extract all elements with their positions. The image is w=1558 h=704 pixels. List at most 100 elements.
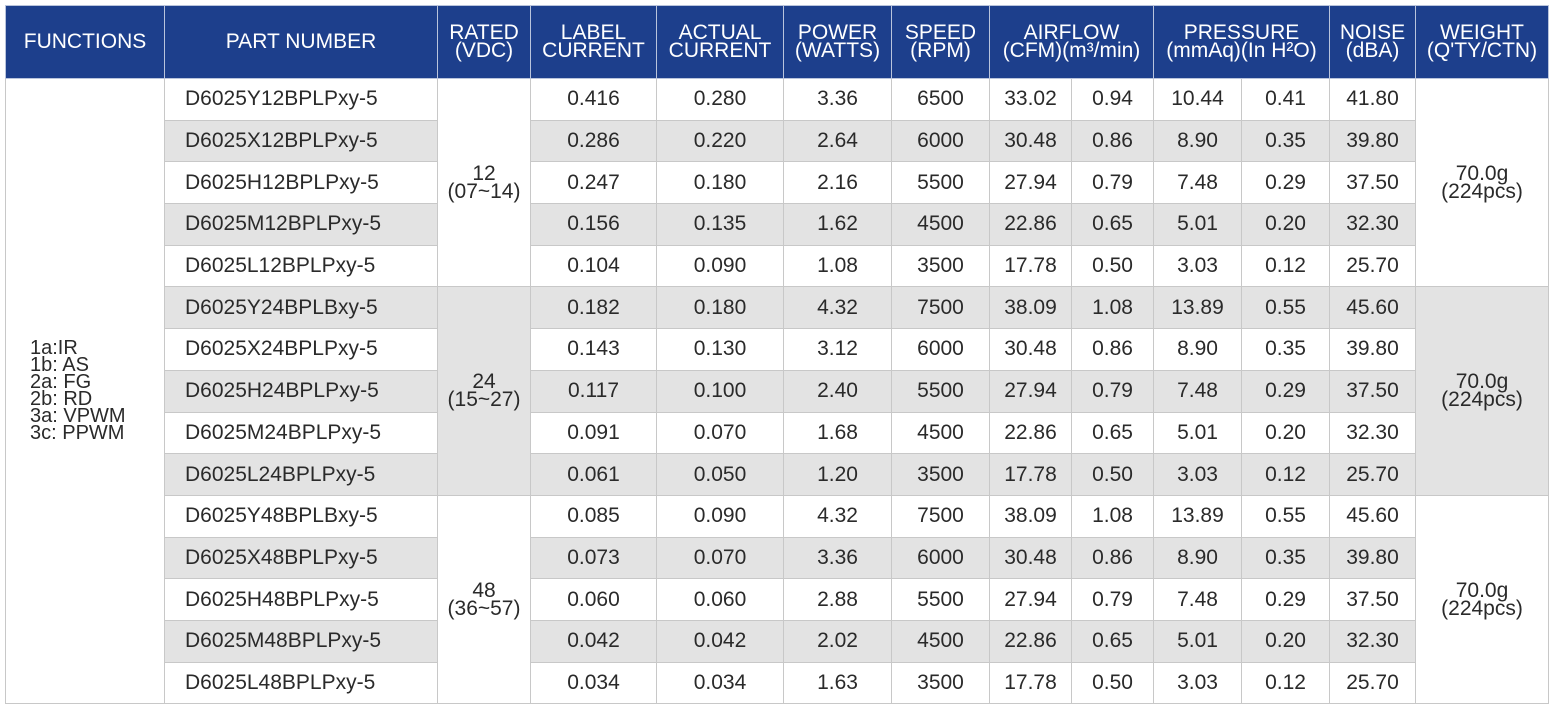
noise: 37.50 [1329, 369, 1416, 413]
pressure-inh2o: 0.35 [1241, 536, 1330, 580]
weight-cell: 70.0g (224pcs) [1415, 77, 1549, 288]
label-current: 0.042 [530, 619, 657, 663]
noise: 37.50 [1329, 578, 1416, 621]
table-row: D6025Y48BPLBxy-5 48 (36~57) 0.085 0.090 4… [6, 494, 1549, 704]
part-number: D6025X24BPLPxy-5 [164, 328, 438, 371]
speed: 3500 [891, 244, 990, 288]
noise: 37.50 [1329, 161, 1416, 205]
airflow-cfm: 38.09 [989, 494, 1072, 538]
header-rated: RATED (VDC) [437, 5, 531, 79]
part-number: D6025X12BPLPxy-5 [164, 119, 438, 163]
header-row: FUNCTIONS PART NUMBER RATED (VDC) LABEL CU… [5, 5, 1549, 79]
actual-current: 0.280 [656, 78, 784, 121]
pressure-mmaq: 5.01 [1153, 411, 1242, 455]
part-number: D6025L48BPLPxy-5 [164, 661, 438, 704]
airflow-m3min: 1.08 [1071, 494, 1154, 538]
airflow-cfm: 17.78 [989, 453, 1072, 496]
actual-current: 0.060 [656, 578, 784, 621]
airflow-m3min: 0.50 [1071, 244, 1154, 288]
power: 2.16 [783, 161, 892, 205]
noise: 45.60 [1329, 494, 1416, 538]
part-number: D6025M48BPLPxy-5 [164, 619, 438, 663]
airflow-m3min: 0.50 [1071, 453, 1154, 496]
airflow-cfm: 27.94 [989, 161, 1072, 205]
power: 1.08 [783, 244, 892, 288]
pressure-mmaq: 7.48 [1153, 369, 1242, 413]
table-row: D6025M12BPLPxy-5 0.156 0.135 1.62 4500 2… [6, 203, 1549, 246]
speed: 4500 [891, 619, 990, 663]
header-power: POWER (WATTS) [783, 5, 892, 79]
airflow-cfm: 17.78 [989, 661, 1072, 704]
actual-current: 0.034 [656, 661, 784, 704]
pressure-mmaq: 8.90 [1153, 119, 1242, 163]
airflow-cfm: 27.94 [989, 369, 1072, 413]
pressure-mmaq: 5.01 [1153, 619, 1242, 663]
pressure-inh2o: 0.20 [1241, 619, 1330, 663]
header-label-current: LABEL CURRENT [530, 5, 657, 79]
label-current: 0.061 [530, 453, 657, 496]
airflow-cfm: 38.09 [989, 286, 1072, 330]
actual-current: 0.070 [656, 411, 784, 455]
airflow-m3min: 0.86 [1071, 328, 1154, 371]
label-current: 0.091 [530, 411, 657, 455]
table-row: D6025Y24BPLBxy-5 24 (15~27) 0.182 0.180 4… [6, 286, 1549, 496]
pressure-mmaq: 7.48 [1153, 578, 1242, 621]
part-number: D6025Y48BPLBxy-5 [164, 494, 438, 538]
part-number: D6025X48BPLPxy-5 [164, 536, 438, 580]
pressure-inh2o: 0.29 [1241, 161, 1330, 205]
header-noise: NOISE (dBA) [1329, 5, 1416, 79]
power: 3.36 [783, 536, 892, 580]
speed: 6000 [891, 119, 990, 163]
pressure-mmaq: 8.90 [1153, 328, 1242, 371]
actual-current: 0.042 [656, 619, 784, 663]
pressure-inh2o: 0.12 [1241, 661, 1330, 704]
speed: 5500 [891, 369, 990, 413]
power: 2.64 [783, 119, 892, 163]
table-row: D6025L24BPLPxy-5 0.061 0.050 1.20 3500 1… [6, 453, 1549, 496]
speed: 6000 [891, 536, 990, 580]
table-row: D6025M48BPLPxy-5 0.042 0.042 2.02 4500 2… [6, 619, 1549, 663]
airflow-cfm: 22.86 [989, 411, 1072, 455]
speed: 3500 [891, 453, 990, 496]
airflow-m3min: 0.94 [1071, 78, 1154, 121]
pressure-inh2o: 0.12 [1241, 244, 1330, 288]
noise: 32.30 [1329, 411, 1416, 455]
table-row: D6025X24BPLPxy-5 0.143 0.130 3.12 6000 3… [6, 328, 1549, 371]
table-row: 1a:IR 1b: AS 2a: FG 2b: RD 3a: VPWM 3c: PPWM … [5, 77, 1549, 704]
table-row: D6025X12BPLPxy-5 0.286 0.220 2.64 6000 3… [6, 119, 1549, 163]
power: 3.12 [783, 328, 892, 371]
pressure-inh2o: 0.55 [1241, 286, 1330, 330]
part-number: D6025Y12BPLPxy-5 [164, 78, 438, 121]
pressure-mmaq: 10.44 [1153, 78, 1242, 121]
airflow-m3min: 0.79 [1071, 161, 1154, 205]
pressure-inh2o: 0.29 [1241, 369, 1330, 413]
label-current: 0.182 [530, 286, 657, 330]
speed: 7500 [891, 494, 990, 538]
power: 2.88 [783, 578, 892, 621]
part-number: D6025H12BPLPxy-5 [164, 161, 438, 205]
power: 1.62 [783, 203, 892, 246]
label-current: 0.034 [530, 661, 657, 704]
actual-current: 0.100 [656, 369, 784, 413]
table-row: D6025X48BPLPxy-5 0.073 0.070 3.36 6000 3… [6, 536, 1549, 580]
rated-voltage-cell: 12 (07~14) [437, 77, 531, 288]
header-weight: WEIGHT (Q'TY/CTN) [1415, 5, 1549, 79]
rated-voltage-cell: 24 (15~27) [437, 286, 531, 496]
label-current: 0.156 [530, 203, 657, 246]
weight-cell: 70.0g (224pcs) [1415, 286, 1549, 496]
part-number: D6025M12BPLPxy-5 [164, 203, 438, 246]
pressure-mmaq: 13.89 [1153, 494, 1242, 538]
noise: 41.80 [1329, 78, 1416, 121]
airflow-cfm: 33.02 [989, 78, 1072, 121]
part-number: D6025M24BPLPxy-5 [164, 411, 438, 455]
speed: 4500 [891, 203, 990, 246]
fan-spec-table: FUNCTIONS PART NUMBER RATED (VDC) LABEL CU… [5, 5, 1549, 704]
actual-current: 0.220 [656, 119, 784, 163]
airflow-cfm: 22.86 [989, 619, 1072, 663]
part-number: D6025H48BPLPxy-5 [164, 578, 438, 621]
noise: 45.60 [1329, 286, 1416, 330]
airflow-m3min: 0.79 [1071, 578, 1154, 621]
header-part-number: PART NUMBER [164, 5, 438, 79]
functions-cell: 1a:IR 1b: AS 2a: FG 2b: RD 3a: VPWM 3c: PPWM [5, 77, 165, 704]
actual-current: 0.050 [656, 453, 784, 496]
